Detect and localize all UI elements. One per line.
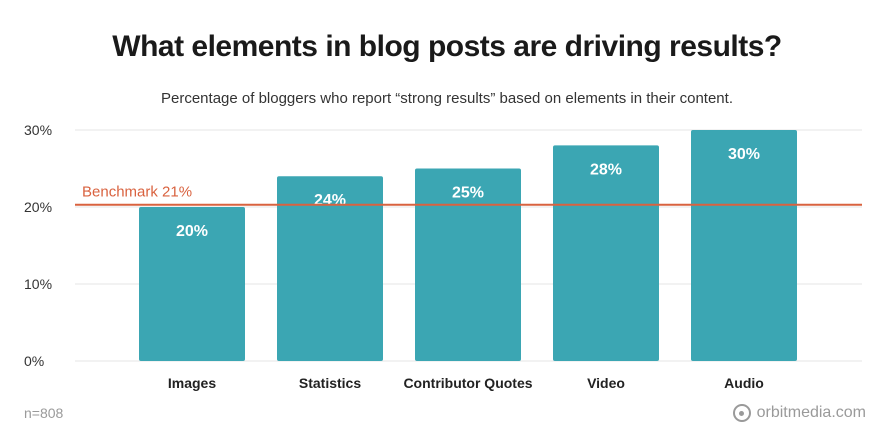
chart-subtitle: Percentage of bloggers who report “stron… [161,90,733,107]
bar [691,130,797,361]
bar [553,145,659,361]
y-tick-label: 30% [24,122,52,138]
x-tick-label: Images [168,375,216,391]
x-tick-label: Audio [724,375,764,391]
bars [139,130,797,361]
y-tick-label: 0% [24,353,44,369]
bar-value-label: 25% [452,185,484,202]
x-tick-label: Statistics [299,375,361,391]
orbit-logo-icon [732,404,751,422]
bar [277,176,383,361]
bar [415,168,521,361]
benchmark: Benchmark 21% [75,184,862,206]
y-tick-label: 20% [24,199,52,215]
bar-value-label: 28% [590,161,622,178]
y-tick-label: 10% [24,276,52,292]
bar-value-label: 24% [314,192,346,209]
brand-text: orbitmedia.com [756,404,866,421]
y-axis-ticks: 0% 10% 20% 30% [24,122,52,369]
benchmark-label: Benchmark 21% [82,184,192,201]
brand-watermark: orbitmedia.com [732,404,866,422]
sample-size-note: n=808 [24,405,64,421]
bar-value-label: 30% [728,146,760,163]
chart-title: What elements in blog posts are driving … [112,30,782,63]
bar [139,207,245,361]
bar-value-label: 20% [176,223,208,240]
x-tick-label: Contributor Quotes [403,375,532,391]
x-axis-labels: Images Statistics Contributor Quotes Video A… [168,375,764,391]
x-tick-label: Video [587,375,625,391]
